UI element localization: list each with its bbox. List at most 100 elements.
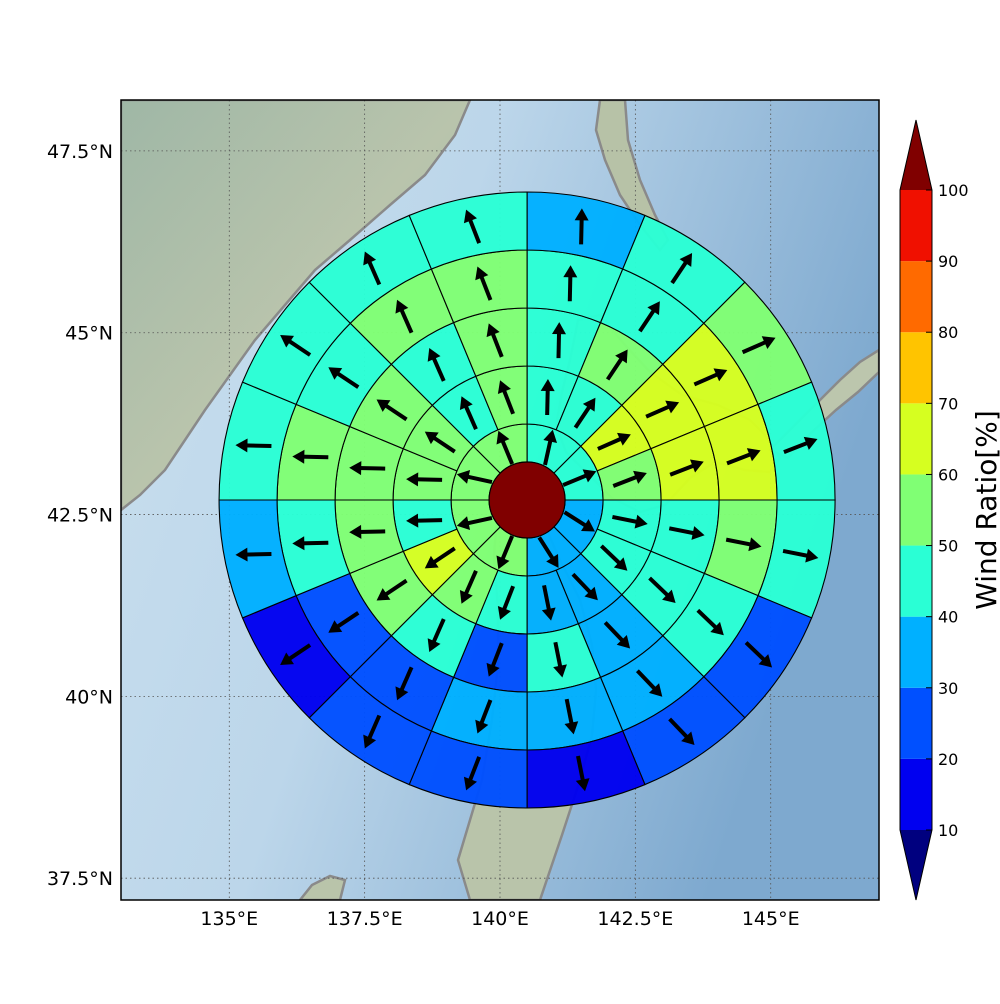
wind-arrow bbox=[668, 526, 705, 540]
wind-arrow-head bbox=[463, 776, 477, 791]
wind-arrow bbox=[459, 396, 478, 430]
wind-arrow-shaft bbox=[467, 216, 482, 244]
wind-arrow bbox=[574, 208, 589, 245]
wind-arrow-head bbox=[633, 470, 647, 484]
wind-arrow bbox=[456, 515, 493, 530]
wind-arrow bbox=[427, 618, 446, 653]
wind-arrow-head bbox=[552, 322, 567, 335]
wind-arrow-shaft bbox=[300, 454, 329, 460]
wind-arrow-shaft bbox=[638, 306, 658, 333]
wind-arrow-shaft bbox=[464, 515, 493, 526]
wind-arrow-head bbox=[617, 432, 631, 446]
wind-arrow-head bbox=[540, 379, 555, 392]
wind-arrow-head bbox=[427, 638, 441, 653]
wind-arrow bbox=[725, 537, 762, 552]
wind-arrow-head bbox=[541, 607, 556, 621]
wind-arrow-shaft bbox=[243, 443, 272, 448]
y-tick-label: 37.5°N bbox=[47, 868, 113, 890]
wind-arrow-shaft bbox=[398, 306, 414, 334]
wind-arrow-head bbox=[647, 301, 660, 316]
wind-arrows bbox=[235, 208, 819, 792]
wind-arrow-shaft bbox=[571, 572, 594, 596]
wind-arrow-head bbox=[805, 548, 819, 563]
colorbar-tick-label: 50 bbox=[938, 537, 958, 556]
wind-arrow-head bbox=[363, 734, 377, 749]
wind-arrow-head bbox=[662, 589, 676, 604]
wind-arrow-head bbox=[574, 208, 589, 221]
wind-arrow-head bbox=[280, 334, 294, 348]
wind-arrow-head bbox=[328, 367, 343, 380]
wind-arrow-head bbox=[746, 448, 761, 462]
wind-arrow-head bbox=[349, 524, 362, 539]
colorbar-over-arrow bbox=[900, 120, 932, 190]
wind-arrow-head bbox=[424, 555, 439, 569]
colorbar-tick-label: 30 bbox=[938, 679, 958, 698]
wind-arrow bbox=[328, 367, 360, 389]
wind-arrow bbox=[292, 536, 329, 551]
wind-arrow-shaft bbox=[333, 611, 360, 630]
y-tick-label: 42.5°N bbox=[47, 505, 113, 527]
wind-arrow bbox=[280, 334, 312, 357]
wind-arrow-head bbox=[553, 664, 567, 678]
x-tick-label: 137.5°E bbox=[327, 908, 403, 930]
wind-arrow-shaft bbox=[462, 570, 478, 598]
wind-arrow-shaft bbox=[366, 714, 382, 742]
wind-arrow-head bbox=[280, 652, 294, 666]
wind-arrow-shaft bbox=[243, 552, 272, 557]
wind-arrow bbox=[648, 576, 676, 604]
colorbar-tick-label: 60 bbox=[938, 465, 958, 484]
wind-arrow-head bbox=[748, 537, 762, 552]
wind-arrow-head bbox=[459, 396, 473, 411]
wind-arrow-head bbox=[710, 621, 724, 636]
wind-arrow-shaft bbox=[696, 608, 720, 632]
wind-arrow bbox=[463, 756, 482, 791]
wind-arrow-shaft bbox=[382, 578, 408, 598]
x-tick-label: 145°E bbox=[742, 908, 800, 930]
wind-arrow-shaft bbox=[635, 669, 659, 693]
wind-arrow bbox=[553, 641, 567, 678]
wind-arrow-shaft bbox=[489, 330, 504, 358]
wind-arrow-head bbox=[713, 368, 728, 382]
wind-arrow-shaft bbox=[501, 386, 515, 415]
wind-arrow-shaft bbox=[285, 337, 312, 357]
wind-arrow-shaft bbox=[545, 386, 550, 416]
wind-arrow-head bbox=[328, 620, 343, 633]
wind-arrow-head bbox=[463, 209, 477, 224]
mainland-landmass bbox=[121, 100, 472, 512]
colorbar-level bbox=[900, 687, 932, 759]
wind-arrow-head bbox=[292, 449, 305, 464]
wind-arrow-shaft bbox=[414, 518, 443, 523]
wind-arrow bbox=[541, 584, 556, 621]
wind-arrow-head bbox=[497, 380, 511, 394]
wind-arrow bbox=[744, 641, 773, 668]
wind-arrow-shaft bbox=[725, 537, 755, 548]
wind-arrow-shaft bbox=[563, 510, 590, 529]
wind-arrow bbox=[696, 608, 724, 636]
wind-arrow-head bbox=[427, 347, 441, 362]
wind-arrow-shaft bbox=[648, 576, 672, 599]
wind-arrow-head bbox=[582, 397, 596, 412]
wind-arrow bbox=[726, 448, 761, 466]
wind-arrow bbox=[605, 349, 628, 381]
wind-arrow-head bbox=[665, 400, 680, 414]
colorbar: 10 20 30 40 50 60 70 80 90 100 Wind Ratio[%] bbox=[899, 119, 1000, 901]
wind-arrow-head bbox=[575, 778, 590, 792]
wind-arrow-shaft bbox=[501, 585, 515, 614]
y-axis-ticks: 37.5°N 40°N 42.5°N 45°N 47.5°N bbox=[47, 141, 113, 890]
wind-arrow-shaft bbox=[612, 515, 641, 525]
wind-arrow-shaft bbox=[579, 216, 584, 245]
wind-arrow-shaft bbox=[430, 618, 446, 646]
wind-arrow-shaft bbox=[357, 529, 386, 535]
y-tick-label: 40°N bbox=[65, 686, 113, 708]
wind-arrow-head bbox=[235, 438, 248, 453]
x-tick-label: 140°E bbox=[471, 908, 529, 930]
wind-arrow bbox=[612, 470, 647, 488]
map-frame bbox=[120, 99, 880, 901]
wind-arrow bbox=[782, 548, 819, 563]
wind-arrow-shaft bbox=[398, 666, 414, 694]
wind-arrow-head bbox=[582, 469, 597, 483]
wind-arrow-shaft bbox=[556, 330, 562, 359]
wind-arrow bbox=[427, 347, 446, 382]
wind-arrow-head bbox=[497, 606, 511, 620]
wind-arrow-shaft bbox=[564, 698, 575, 727]
